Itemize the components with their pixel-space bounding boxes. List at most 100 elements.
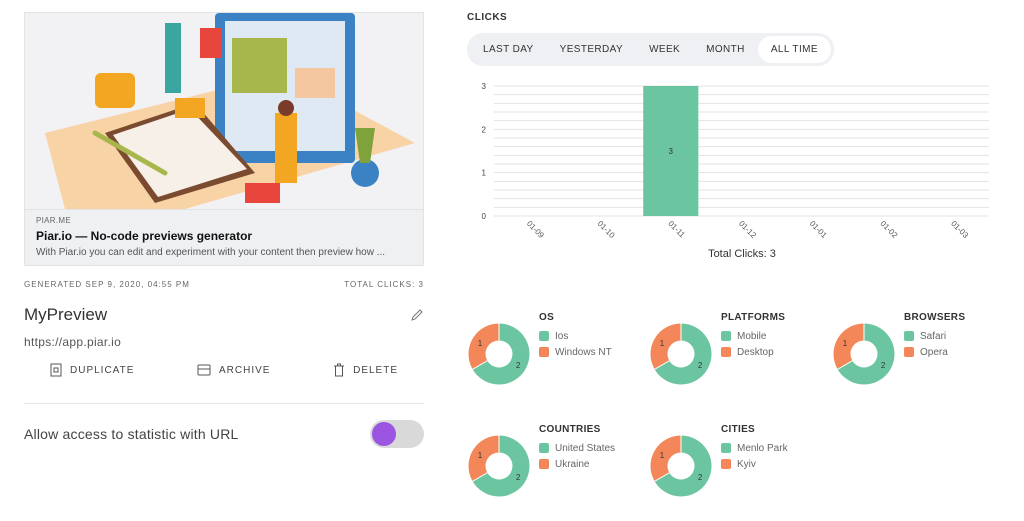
tab-month[interactable]: MONTH xyxy=(706,44,745,55)
legend-swatch xyxy=(539,443,549,453)
duplicate-button[interactable]: DUPLICATE xyxy=(50,363,134,377)
toggle-knob xyxy=(372,422,396,446)
legend-label: Opera xyxy=(920,346,948,358)
pie-slice[interactable] xyxy=(467,434,500,483)
legend-swatch xyxy=(721,443,731,453)
pie-slice-label: 1 xyxy=(478,339,483,348)
legend-swatch xyxy=(721,347,731,357)
donut-chart: 21 xyxy=(649,434,713,498)
pie-slice-label: 1 xyxy=(660,339,665,348)
pie-slice[interactable] xyxy=(471,434,531,498)
y-tick-label: 3 xyxy=(482,82,487,91)
x-tick-label: 01-01 xyxy=(808,219,829,240)
pie-title: BROWSERS xyxy=(904,312,966,323)
x-tick-label: 01-12 xyxy=(737,219,758,240)
pie-block-platforms: 2 1 PLATFORMS Mobile Desktop xyxy=(649,310,824,386)
pie-block-os: 2 1 OS Ios Windows NT xyxy=(467,310,642,386)
legend-label: Menlo Park xyxy=(737,442,788,454)
pie-title: COUNTRIES xyxy=(539,424,601,435)
legend-item[interactable]: Windows NT xyxy=(539,344,615,360)
pie-slice-label: 2 xyxy=(698,473,703,482)
pie-block-cities: 2 1 CITIES Menlo Park Kyiv xyxy=(649,422,824,498)
card-title: Piar.io — No-code previews generator xyxy=(36,229,253,243)
delete-button[interactable]: DELETE xyxy=(333,363,398,377)
preview-panel: PIAR.ME Piar.io — No-code previews gener… xyxy=(24,12,424,448)
total-clicks-count: TOTAL CLICKS: 3 xyxy=(344,280,424,289)
legend-swatch xyxy=(904,331,914,341)
pie-slice[interactable] xyxy=(653,434,713,498)
legend-item[interactable]: Opera xyxy=(904,344,980,360)
y-tick-label: 0 xyxy=(482,212,487,221)
pie-slice-label: 1 xyxy=(660,451,665,460)
legend-item[interactable]: United States xyxy=(539,440,615,456)
total-clicks-text: Total Clicks: 3 xyxy=(708,248,776,260)
pie-block-browsers: 2 1 BROWSERS Safari Opera xyxy=(832,310,1007,386)
legend-label: Safari xyxy=(920,330,947,342)
card-meta: PIAR.ME Piar.io — No-code previews gener… xyxy=(25,209,423,265)
legend-item[interactable]: Mobile xyxy=(721,328,797,344)
pie-legend: Menlo Park Kyiv xyxy=(721,440,797,472)
pie-slice-label: 2 xyxy=(516,473,521,482)
pie-slice-label: 1 xyxy=(843,339,848,348)
preview-card[interactable]: PIAR.ME Piar.io — No-code previews gener… xyxy=(24,12,424,266)
legend-swatch xyxy=(539,331,549,341)
y-tick-label: 2 xyxy=(482,125,487,134)
legend-label: Ukraine xyxy=(555,458,590,470)
legend-label: United States xyxy=(555,442,615,454)
pie-title: OS xyxy=(539,312,555,323)
tab-last-day[interactable]: LAST DAY xyxy=(483,44,534,55)
legend-item[interactable]: Ukraine xyxy=(539,456,615,472)
legend-label: Ios xyxy=(555,330,569,342)
divider xyxy=(24,403,424,404)
legend-item[interactable]: Safari xyxy=(904,328,980,344)
bar-01-11[interactable] xyxy=(643,86,699,216)
pie-slice[interactable] xyxy=(649,434,682,483)
preview-url[interactable]: https://app.piar.io xyxy=(24,335,122,349)
pie-block-countries: 2 1 COUNTRIES United States Ukraine xyxy=(467,422,642,498)
donut-chart: 21 xyxy=(832,322,896,386)
allow-access-toggle[interactable] xyxy=(370,420,424,448)
tab-all-time[interactable]: ALL TIME xyxy=(757,36,831,63)
legend-item[interactable]: Menlo Park xyxy=(721,440,797,456)
pie-legend: Safari Opera xyxy=(904,328,980,360)
pie-slice[interactable] xyxy=(467,322,500,371)
archive-button[interactable]: ARCHIVE xyxy=(197,363,270,377)
period-tabs: LAST DAY YESTERDAY WEEK MONTH ALL TIME xyxy=(467,33,834,66)
tab-week[interactable]: WEEK xyxy=(649,44,681,55)
pie-slice[interactable] xyxy=(653,322,713,386)
pie-slice[interactable] xyxy=(836,322,896,386)
pie-title: CITIES xyxy=(721,424,756,435)
legend-item[interactable]: Kyiv xyxy=(721,456,797,472)
card-domain: PIAR.ME xyxy=(36,216,71,225)
action-bar: DUPLICATE ARCHIVE DELETE xyxy=(24,363,424,377)
x-tick-label: 01-03 xyxy=(949,219,970,240)
pencil-icon[interactable] xyxy=(410,308,424,322)
pie-slice[interactable] xyxy=(471,322,531,386)
pie-slice[interactable] xyxy=(832,322,865,371)
legend-item[interactable]: Ios xyxy=(539,328,615,344)
pie-slice-label: 2 xyxy=(698,361,703,370)
pie-legend: United States Ukraine xyxy=(539,440,615,472)
archive-icon xyxy=(197,364,211,376)
card-description: With Piar.io you can edit and experiment… xyxy=(36,247,386,258)
legend-label: Kyiv xyxy=(737,458,756,470)
pie-slice-label: 1 xyxy=(478,451,483,460)
legend-swatch xyxy=(721,331,731,341)
tab-yesterday[interactable]: YESTERDAY xyxy=(559,44,624,55)
preview-name-row: MyPreview xyxy=(24,305,424,325)
legend-label: Desktop xyxy=(737,346,774,358)
duplicate-icon xyxy=(50,363,62,377)
legend-swatch xyxy=(539,459,549,469)
legend-item[interactable]: Desktop xyxy=(721,344,797,360)
trash-icon xyxy=(334,363,345,377)
bar-value-label: 3 xyxy=(669,147,674,156)
x-tick-label: 01-11 xyxy=(666,219,687,240)
preview-illustration xyxy=(25,13,423,209)
legend-label: Windows NT xyxy=(555,346,612,358)
pie-slice[interactable] xyxy=(649,322,682,371)
clicks-bar-chart: 0 1 2 3 01-09 01-10 3 01-11 01-12 01-01 01-02 01-03 xyxy=(482,82,989,240)
legend-swatch xyxy=(721,459,731,469)
pie-legend: Ios Windows NT xyxy=(539,328,615,360)
delete-label: DELETE xyxy=(353,364,398,376)
donut-chart: 21 xyxy=(467,322,531,386)
